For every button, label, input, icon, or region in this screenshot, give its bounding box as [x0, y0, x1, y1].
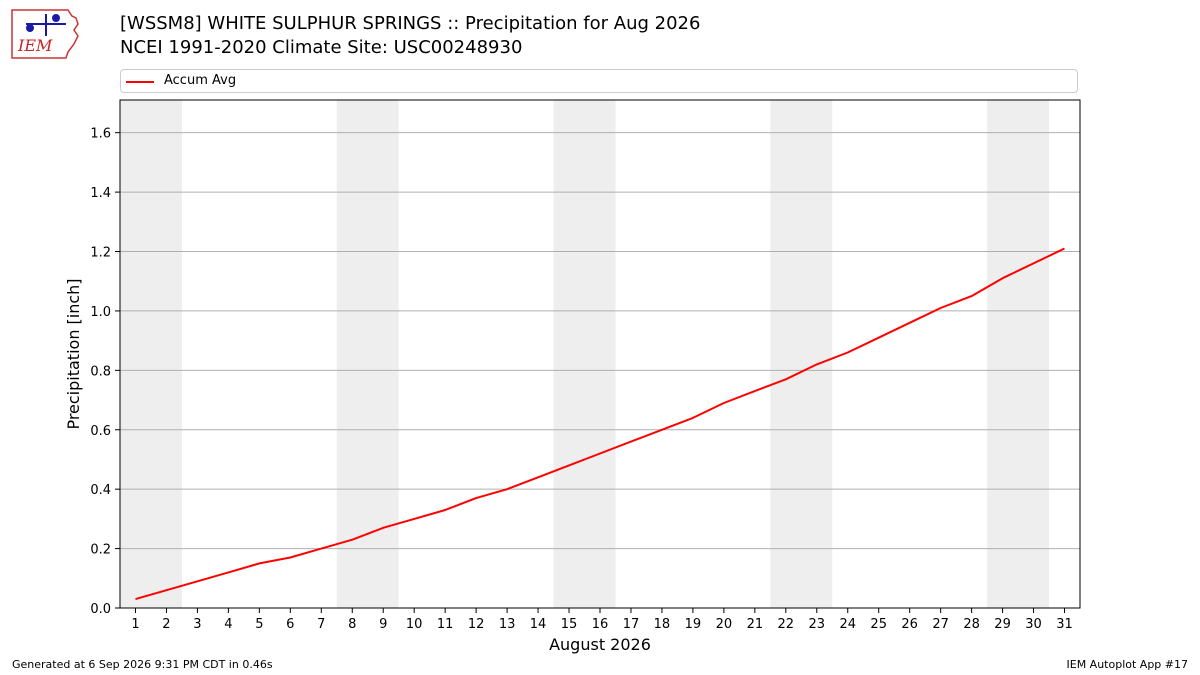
x-tick-label: 22 — [778, 617, 795, 632]
x-tick-label: 25 — [870, 617, 887, 632]
x-tick-label: 6 — [286, 617, 294, 632]
weather-station-icon — [26, 14, 66, 36]
y-tick-label: 1.4 — [90, 186, 111, 201]
x-tick-label: 30 — [1025, 617, 1042, 632]
y-tick-label: 1.6 — [90, 127, 111, 142]
x-tick-label: 20 — [716, 617, 733, 632]
x-tick-label: 8 — [348, 617, 356, 632]
x-tick-label: 23 — [809, 617, 826, 632]
y-tick-label: 0.6 — [90, 424, 111, 439]
x-tick-label: 21 — [747, 617, 764, 632]
x-tick-label: 3 — [193, 617, 201, 632]
state-outline-icon — [11, 9, 79, 59]
x-tick-label: 4 — [224, 617, 232, 632]
chart-subtitle: NCEI 1991-2020 Climate Site: USC00248930 — [120, 37, 523, 58]
x-tick-label: 31 — [1056, 617, 1073, 632]
x-tick-label: 28 — [963, 617, 980, 632]
x-tick-label: 1 — [131, 617, 139, 632]
weekend-band — [336, 100, 399, 608]
logo-text: IEM — [17, 36, 53, 55]
x-tick-label: 13 — [499, 617, 516, 632]
series-line-accum-avg — [135, 247, 1065, 601]
x-tick-label: 9 — [379, 617, 387, 632]
y-axis-label: Precipitation [inch] — [64, 278, 83, 429]
x-tick-label: 19 — [685, 617, 702, 632]
x-tick-label: 24 — [839, 617, 856, 632]
y-tick-label: 0.4 — [90, 483, 111, 498]
x-tick-label: 11 — [437, 617, 454, 632]
x-tick-label: 14 — [530, 617, 547, 632]
x-tick-label: 27 — [932, 617, 949, 632]
x-tick-label: 2 — [162, 617, 170, 632]
y-tick-label: 1.2 — [90, 246, 111, 261]
weekend-band — [987, 100, 1050, 608]
footer-app: IEM Autoplot App #17 — [1066, 658, 1189, 671]
footer-generated: Generated at 6 Sep 2026 9:31 PM CDT in 0… — [12, 658, 273, 671]
x-tick-label: 12 — [468, 617, 485, 632]
plot-frame — [119, 99, 1081, 609]
chart-title: [WSSM8] WHITE SULPHUR SPRINGS :: Precipi… — [120, 13, 701, 34]
x-tick-label: 7 — [317, 617, 325, 632]
x-tick-label: 15 — [561, 617, 578, 632]
legend: Accum Avg — [120, 69, 1078, 93]
x-axis-label: August 2026 — [549, 635, 651, 654]
legend-swatch — [126, 81, 154, 83]
weekend-band — [553, 100, 616, 608]
legend-label: Accum Avg — [164, 73, 237, 88]
y-tick-label: 0.2 — [90, 543, 111, 558]
x-tick-label: 17 — [623, 617, 640, 632]
iem-logo: IEM — [11, 9, 79, 59]
x-tick-label: 10 — [406, 617, 423, 632]
x-tick-label: 18 — [654, 617, 671, 632]
y-tick-label: 0.8 — [90, 364, 111, 379]
y-tick-label: 0.0 — [90, 602, 111, 617]
y-tick-label: 1.0 — [90, 305, 111, 320]
x-tick-label: 29 — [994, 617, 1011, 632]
x-tick-label: 26 — [901, 617, 918, 632]
x-tick-label: 16 — [592, 617, 609, 632]
weekend-band — [120, 100, 182, 608]
x-tick-label: 5 — [255, 617, 263, 632]
weekend-band — [770, 100, 833, 608]
